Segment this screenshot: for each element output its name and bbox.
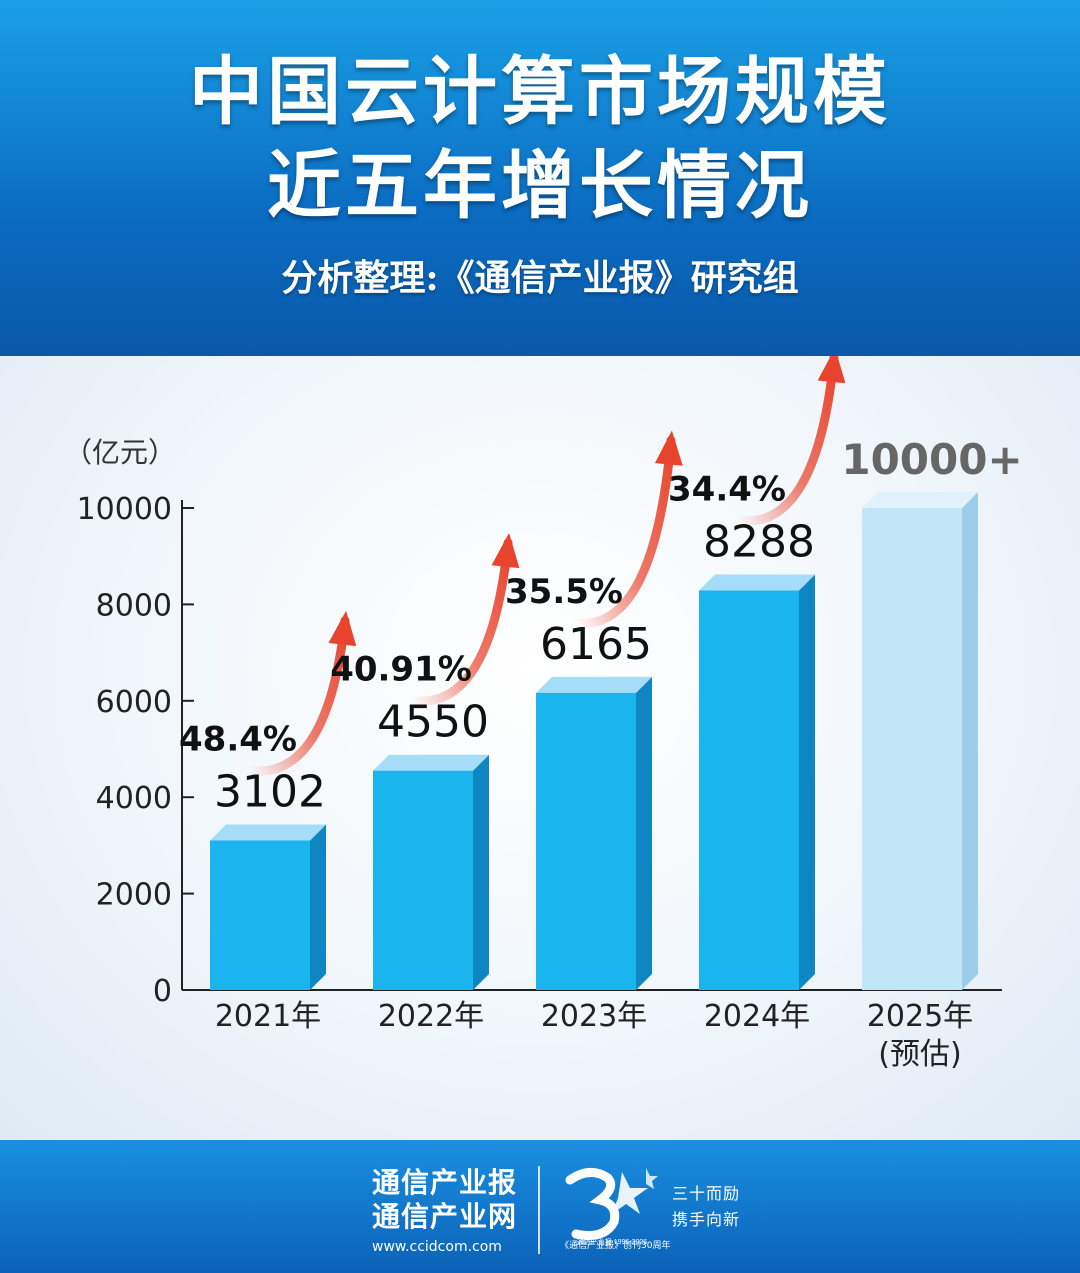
bar-side-4 (799, 574, 815, 990)
y-axis-unit-label: （亿元） (64, 436, 176, 469)
y-tick-label: 4000 (96, 781, 172, 816)
anniversary-logo-text: 通信产业报 1996-2026 (577, 1237, 648, 1246)
growth-rate-label-2: 40.91% (330, 650, 472, 690)
x-tick-label-2: 2022年 (378, 999, 484, 1034)
x-tick-label-3: 2023年 (541, 999, 647, 1034)
growth-arrow-4 (734, 356, 839, 526)
growth-arrow-2 (408, 538, 513, 706)
bar-2 (373, 770, 473, 990)
bar-top-1 (210, 824, 326, 841)
y-tick-label: 0 (153, 974, 172, 1009)
bar-side-5 (962, 492, 978, 990)
bar-top-3 (536, 676, 652, 693)
growth-arrowhead-3 (654, 430, 683, 466)
growth-arrowhead-4 (817, 356, 846, 384)
footer-url: www.ccidcom.com (372, 1239, 502, 1255)
anniversary-30-logo: 通信产业报 1996-2026 (565, 1168, 658, 1246)
bar-value-label-5: 10000+ (841, 435, 1022, 484)
growth-arrow-1 (245, 616, 350, 776)
footer-brand-website: 通信产业网 (372, 1200, 518, 1233)
bar-side-1 (310, 824, 326, 990)
bar-value-label-3: 6165 (540, 619, 652, 670)
page-title-line2: 近五年增长情况 (267, 143, 813, 229)
y-tick-label: 10000 (77, 492, 172, 527)
footer-slogan-line2: 携手向新 (672, 1210, 741, 1229)
bar-chart: （亿元） 0 2000 4000 6000 8000 10000 3102 2021年 4550 2… (64, 356, 1023, 1072)
y-tick-label: 6000 (96, 685, 172, 720)
bar-1 (210, 840, 310, 990)
growth-rate-label-3: 35.5% (505, 572, 623, 612)
bar-value-label-2: 4550 (377, 697, 489, 748)
anniversary-caption: 《通信产业报》创刊30周年 (560, 1241, 671, 1251)
bar-4 (699, 590, 799, 990)
footer-divider (538, 1166, 540, 1254)
x-tick-label-4: 2024年 (704, 999, 810, 1034)
bar-value-label-1: 3102 (214, 766, 326, 817)
bar-top-2 (373, 754, 489, 771)
y-tick-label: 8000 (96, 588, 172, 623)
growth-rate-label-1: 48.4% (179, 719, 297, 759)
x-tick-note-5: (预估) (878, 1037, 961, 1072)
y-tick-label: 2000 (96, 878, 172, 913)
bar-5 (862, 508, 962, 990)
page-subtitle: 分析整理:《通信产业报》研究组 (281, 257, 799, 299)
growth-rate-label-4: 34.4% (668, 470, 786, 510)
footer-banner: 通信产业报 通信产业网 www.ccidcom.com 通信产业报 1996-2… (0, 1140, 1080, 1273)
growth-arrowhead-2 (491, 532, 520, 569)
bar-value-label-4: 8288 (703, 517, 815, 568)
bar-side-2 (473, 754, 489, 990)
bar-3 (536, 692, 636, 990)
bar-top-4 (699, 574, 815, 591)
footer-slogan-line1: 三十而励 (672, 1184, 741, 1203)
bar-top-5 (862, 492, 978, 508)
x-tick-label-5: 2025年 (867, 999, 973, 1034)
growth-arrow-3 (571, 436, 676, 628)
header-banner: 中国云计算市场规模 近五年增长情况 分析整理:《通信产业报》研究组 (0, 0, 1080, 356)
page-title-line1: 中国云计算市场规模 (189, 49, 891, 135)
x-tick-label-1: 2021年 (215, 999, 321, 1034)
footer-brand-newspaper: 通信产业报 (372, 1166, 518, 1199)
bar-side-3 (636, 676, 652, 990)
growth-arrowhead-1 (328, 610, 357, 647)
